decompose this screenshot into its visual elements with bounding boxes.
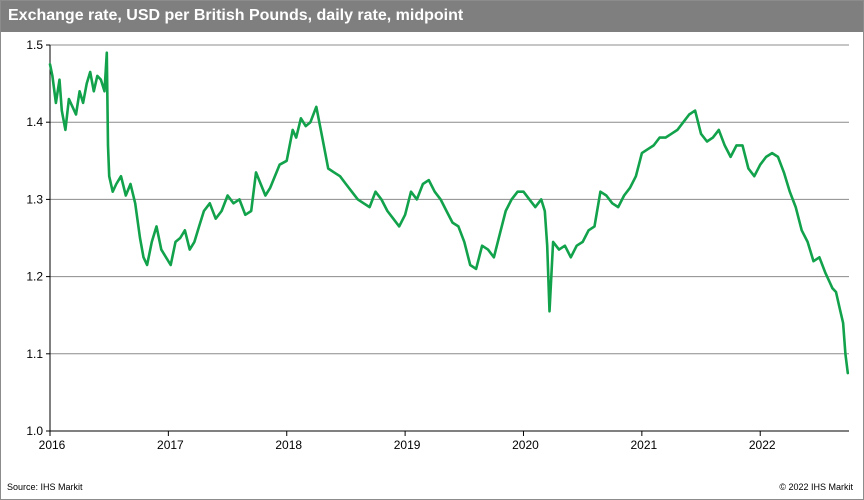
title-bar: Exchange rate, USD per British Pounds, d… [1,1,863,32]
y-tick-label: 1.0 [26,424,43,438]
data-series [48,51,850,375]
x-tick-label: 2022 [749,438,776,452]
chart-title: Exchange rate, USD per British Pounds, d… [8,7,464,24]
series-line-usd-per-gbp [48,51,850,375]
x-tick-label: 2016 [39,438,66,452]
x-tick-label: 2021 [631,438,658,452]
x-tick-label: 2020 [512,438,539,452]
x-tick-label: 2017 [157,438,184,452]
y-tick-label: 1.5 [26,38,43,52]
x-tick-label: 2019 [394,438,421,452]
source-note: Source: IHS Markit [7,482,83,492]
y-axis-ticks: 1.0 1.1 1.2 1.3 1.4 1.5 [26,38,50,438]
grid-lines [50,44,849,355]
copyright-note: © 2022 IHS Markit [779,482,853,492]
y-tick-label: 1.3 [26,192,43,206]
y-tick-label: 1.4 [26,115,43,129]
x-tick-label: 2018 [275,438,302,452]
x-axis-ticks: 2016 2017 2018 2019 2020 2021 2022 [39,431,776,452]
y-tick-label: 1.1 [26,347,43,361]
y-tick-label: 1.2 [26,270,43,284]
axes [49,45,849,432]
